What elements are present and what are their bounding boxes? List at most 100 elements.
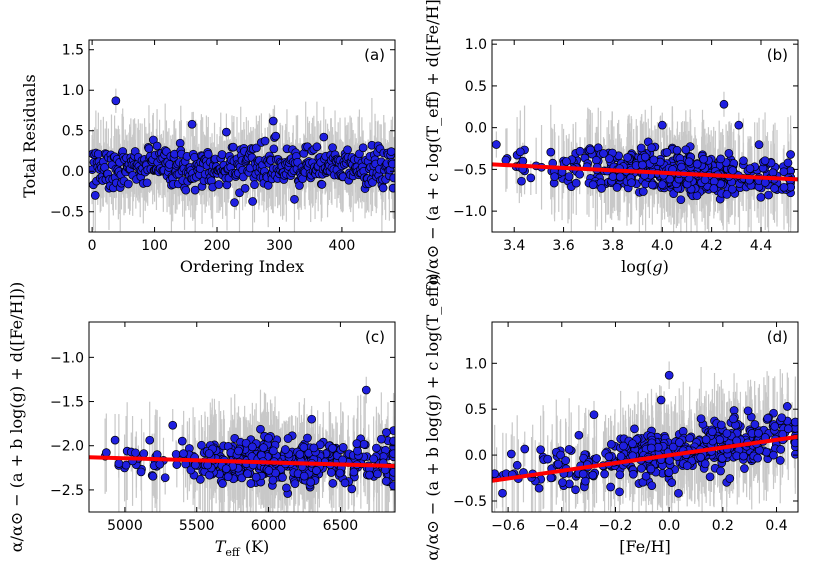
data-point xyxy=(299,471,309,481)
data-point xyxy=(148,471,158,481)
x-tick-label: 100 xyxy=(141,238,168,254)
data-point xyxy=(230,198,239,207)
data-point xyxy=(740,464,749,473)
data-point xyxy=(358,143,368,153)
data-point xyxy=(512,460,522,470)
data-point xyxy=(705,472,715,482)
data-point xyxy=(667,478,677,487)
x-tick-label: 5500 xyxy=(179,518,215,534)
data-point xyxy=(716,154,726,164)
data-point xyxy=(745,164,755,173)
fit-line-b xyxy=(492,162,798,182)
data-point xyxy=(386,147,395,156)
data-point xyxy=(389,436,395,446)
data-point xyxy=(190,185,200,195)
data-point xyxy=(763,413,773,423)
data-point xyxy=(498,488,507,498)
data-point xyxy=(389,481,395,491)
points-c xyxy=(100,385,395,498)
data-point xyxy=(222,127,231,137)
data-point xyxy=(365,470,374,480)
y-tick-label: 0.5 xyxy=(465,402,487,418)
data-point xyxy=(681,145,691,155)
data-point xyxy=(612,183,622,192)
data-point xyxy=(668,442,678,452)
data-point xyxy=(139,449,149,458)
data-point xyxy=(727,184,737,194)
data-point xyxy=(764,190,773,200)
data-point xyxy=(637,464,646,473)
data-point xyxy=(361,385,371,395)
data-point xyxy=(389,449,395,459)
data-point xyxy=(197,440,206,450)
data-point xyxy=(615,470,625,480)
data-point xyxy=(515,147,525,157)
data-point xyxy=(389,467,395,477)
data-point xyxy=(657,120,667,130)
data-point xyxy=(306,477,316,487)
data-point xyxy=(790,417,798,427)
x-tick-label: 0 xyxy=(88,238,97,254)
data-point xyxy=(217,150,227,159)
data-point xyxy=(376,434,386,444)
data-point xyxy=(534,483,544,493)
x-tick-label: 0.2 xyxy=(712,518,734,534)
data-point xyxy=(779,167,789,177)
data-point xyxy=(282,483,291,493)
data-point xyxy=(111,96,121,106)
data-point xyxy=(719,99,729,109)
data-point xyxy=(205,470,214,480)
data-point xyxy=(649,155,659,165)
data-point xyxy=(372,443,381,453)
panel-b: 3.4 3.6 3.8 4.0 4.2 4.4 −1.0 −0.5 0.0 0.5 1.0 (b) lo… xyxy=(423,0,799,285)
data-point xyxy=(526,173,536,183)
data-point xyxy=(739,156,748,166)
data-point xyxy=(578,469,588,479)
data-point xyxy=(389,173,395,183)
data-point xyxy=(338,443,348,452)
data-point xyxy=(264,466,274,475)
data-point xyxy=(606,482,615,492)
data-point xyxy=(715,435,724,445)
data-point xyxy=(722,429,732,438)
data-point xyxy=(699,154,708,164)
data-point xyxy=(114,459,124,468)
data-point xyxy=(347,484,357,494)
data-point xyxy=(672,145,682,155)
x-tick-label: 0.0 xyxy=(658,518,680,534)
data-point xyxy=(664,370,674,380)
data-point xyxy=(750,420,760,429)
data-point xyxy=(592,454,601,463)
data-point xyxy=(599,149,608,158)
data-point xyxy=(152,141,162,151)
data-point xyxy=(775,456,785,465)
data-point xyxy=(564,444,574,454)
data-point xyxy=(177,436,187,446)
x-tick-label: 5000 xyxy=(107,518,143,534)
data-point xyxy=(628,469,638,479)
x-tick-label: 4.4 xyxy=(750,238,772,254)
data-point xyxy=(647,481,657,491)
y-tick-label: 1.5 xyxy=(62,43,84,59)
x-tick-label: −0.4 xyxy=(545,518,579,534)
data-point xyxy=(783,424,793,434)
data-point xyxy=(187,119,197,129)
data-point xyxy=(520,444,530,454)
data-point xyxy=(739,451,748,461)
data-point xyxy=(378,183,388,193)
data-point xyxy=(606,439,616,449)
data-point xyxy=(558,478,567,487)
data-point xyxy=(517,176,526,186)
data-point xyxy=(597,184,606,193)
data-point xyxy=(662,148,672,157)
data-point xyxy=(237,473,247,483)
data-point xyxy=(248,442,257,452)
data-point xyxy=(776,445,786,454)
data-point xyxy=(786,150,795,159)
data-point xyxy=(783,158,793,168)
data-point xyxy=(685,433,695,443)
y-tick-label: −0.5 xyxy=(453,494,487,510)
data-point xyxy=(641,471,651,481)
data-point xyxy=(640,152,650,162)
data-point xyxy=(259,443,268,452)
